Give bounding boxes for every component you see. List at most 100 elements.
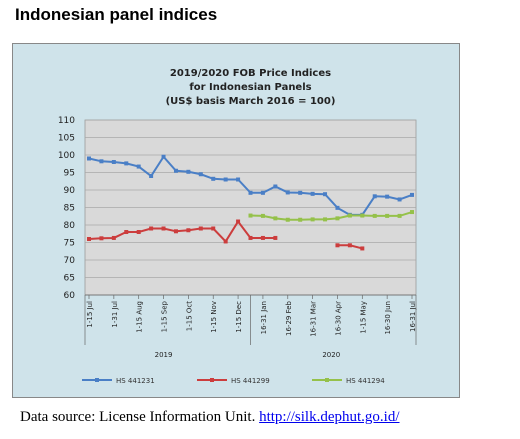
- data-point: [136, 230, 141, 234]
- x-tick-label: 16-30 Apr: [334, 301, 342, 336]
- data-point: [99, 159, 104, 164]
- data-point: [223, 239, 228, 244]
- data-source-link[interactable]: http://silk.dephut.go.id/: [259, 409, 400, 425]
- data-point: [310, 191, 315, 196]
- x-tick-label: 16-31 Jul: [409, 301, 417, 332]
- legend-label: HS 441231: [116, 377, 155, 385]
- data-point: [248, 235, 253, 240]
- x-tick-label: 1-31 Jul: [111, 301, 119, 328]
- data-point: [298, 190, 303, 195]
- data-point: [198, 226, 203, 231]
- year-label: 2019: [155, 351, 173, 359]
- year-label: 2020: [322, 351, 340, 359]
- chart-title-line: for Indonesian Panels: [189, 82, 311, 93]
- chart-title-line: (US$ basis March 2016 = 100): [166, 96, 336, 107]
- legend-label: HS 441299: [231, 377, 270, 385]
- data-point: [211, 226, 216, 231]
- data-point: [360, 246, 365, 251]
- y-tick-label: 70: [64, 256, 76, 266]
- x-tick-label: 1-15 Sep: [161, 300, 169, 332]
- data-point: [248, 213, 253, 218]
- data-point: [273, 235, 278, 240]
- legend-marker: [210, 378, 214, 382]
- data-point: [273, 216, 278, 221]
- data-point: [372, 213, 377, 218]
- data-point: [385, 213, 390, 218]
- legend-label: HS 441294: [346, 377, 385, 385]
- data-point: [236, 177, 241, 182]
- y-tick-label: 60: [64, 291, 76, 301]
- series-line: [88, 219, 276, 244]
- data-point: [124, 230, 129, 234]
- x-tick-label: 1-15 Dec: [235, 301, 243, 333]
- data-point: [360, 213, 365, 218]
- legend-marker: [95, 378, 99, 382]
- data-point: [260, 235, 265, 240]
- x-tick-label: 1-15 May: [359, 301, 367, 334]
- data-point: [397, 197, 402, 202]
- y-tick-label: 95: [64, 169, 75, 179]
- data-point: [323, 192, 328, 197]
- data-source-note: Data source: License Information Unit. h…: [20, 409, 400, 426]
- data-point: [111, 235, 116, 240]
- data-point: [335, 205, 340, 210]
- data-point: [211, 176, 216, 181]
- y-tick-label: 105: [58, 134, 75, 144]
- chart-title-line: 2019/2020 FOB Price Indices: [170, 68, 331, 79]
- data-point: [347, 243, 352, 248]
- data-point: [136, 164, 141, 169]
- data-point: [149, 226, 154, 231]
- data-point: [99, 236, 104, 241]
- data-point: [273, 184, 278, 189]
- data-point: [87, 237, 91, 241]
- data-point: [186, 169, 191, 174]
- x-tick-label: 16-31 Jan: [260, 301, 268, 334]
- y-tick-label: 75: [64, 239, 75, 249]
- data-point: [335, 216, 340, 221]
- data-point: [124, 161, 129, 166]
- data-point: [111, 160, 116, 164]
- y-tick-label: 85: [64, 204, 75, 214]
- data-point: [335, 243, 340, 248]
- data-point: [161, 226, 166, 231]
- data-point: [410, 210, 414, 215]
- data-point: [248, 190, 253, 195]
- data-point: [410, 192, 414, 197]
- data-point: [173, 229, 178, 234]
- data-point: [149, 174, 154, 178]
- price-index-chart: 2019/2020 FOB Price Indices for Indonesia…: [58, 68, 417, 385]
- data-point: [198, 172, 203, 177]
- data-point: [385, 194, 390, 199]
- x-tick-label: 16-30 Jun: [384, 301, 392, 335]
- x-tick-label: 1-15 Aug: [136, 301, 144, 333]
- y-tick-label: 90: [64, 186, 76, 196]
- series-line: [250, 211, 413, 221]
- data-point: [236, 219, 241, 224]
- data-point: [298, 217, 303, 222]
- y-tick-label: 110: [58, 116, 75, 126]
- data-point: [161, 154, 166, 159]
- x-tick-label: 16-31 Mar: [310, 301, 318, 337]
- data-source-text: Data source: License Information Unit.: [20, 409, 260, 425]
- data-point: [186, 228, 191, 233]
- data-point: [397, 213, 402, 218]
- x-tick-label: 1-15 Oct: [185, 301, 193, 331]
- data-point: [347, 213, 352, 218]
- data-point: [260, 213, 265, 218]
- x-tick-label: 1-15 Nov: [210, 301, 218, 333]
- data-point: [260, 190, 265, 195]
- y-tick-label: 65: [64, 274, 75, 284]
- data-point: [323, 217, 328, 222]
- x-tick-label: 1-15 Jul: [86, 301, 94, 328]
- data-point: [372, 194, 377, 199]
- data-point: [310, 217, 315, 222]
- data-point: [87, 156, 91, 161]
- page-heading: Indonesian panel indices: [15, 5, 218, 24]
- legend-marker: [325, 378, 329, 382]
- data-point: [173, 168, 178, 173]
- data-point: [285, 190, 290, 195]
- data-point: [285, 217, 290, 222]
- data-point: [223, 177, 228, 182]
- y-tick-label: 100: [58, 151, 75, 161]
- y-tick-label: 80: [64, 221, 76, 231]
